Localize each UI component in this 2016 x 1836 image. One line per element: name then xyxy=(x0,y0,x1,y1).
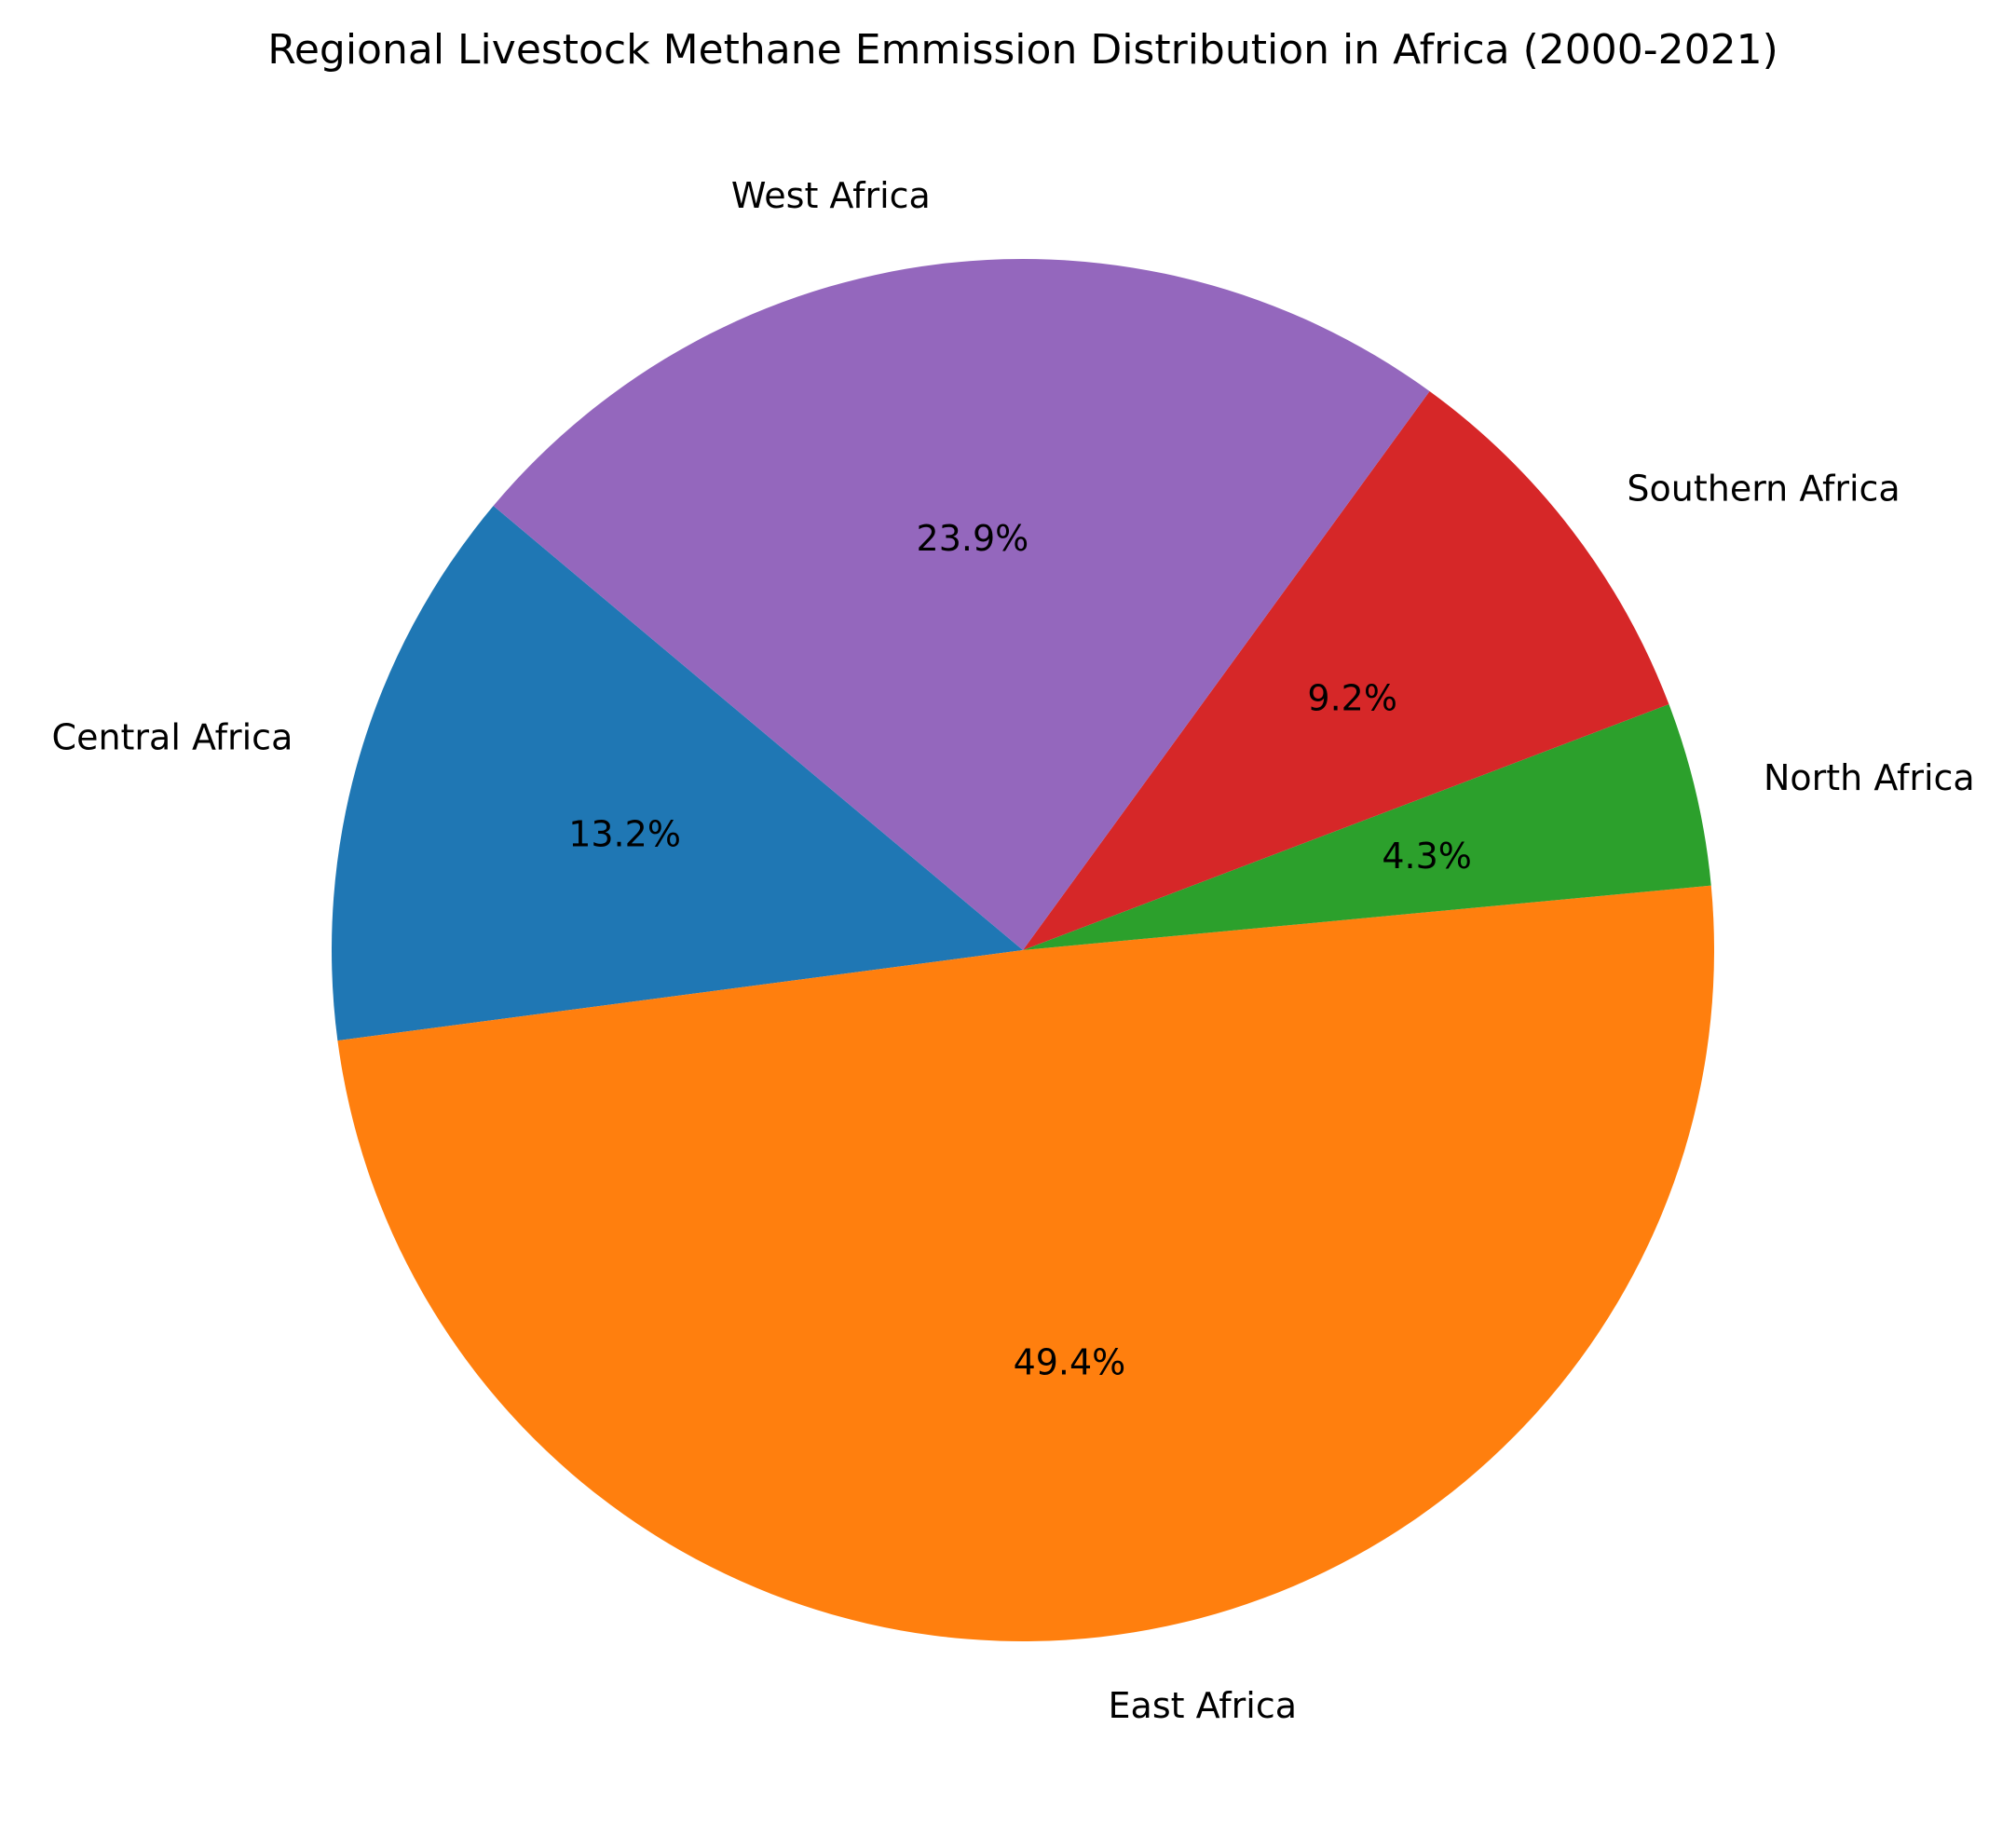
pie-slice-east-africa xyxy=(337,885,1714,1641)
slice-label-west-africa: West Africa xyxy=(731,175,931,216)
pie-slice-southern-africa xyxy=(1023,391,1669,950)
slice-percent-east-africa: 49.4% xyxy=(1014,1341,1126,1382)
slice-label-north-africa: North Africa xyxy=(1764,757,1975,798)
slice-percent-west-africa: 23.9% xyxy=(917,518,1029,559)
chart-title: Regional Livestock Methane Emmission Dis… xyxy=(267,26,1778,74)
slice-label-central-africa: Central Africa xyxy=(52,717,293,758)
slice-label-east-africa: East Africa xyxy=(1109,1685,1297,1726)
pie-labels: Central Africa 13.2% East Africa 49.4% North… xyxy=(52,175,1975,1726)
pie-slice-central-africa xyxy=(331,506,1023,1041)
pie-slice-north-africa xyxy=(1023,704,1711,950)
pie-slices xyxy=(331,259,1714,1641)
pie-slice-west-africa xyxy=(493,259,1430,950)
slice-percent-southern-africa: 9.2% xyxy=(1307,678,1397,719)
slice-percent-central-africa: 13.2% xyxy=(568,813,681,854)
slice-label-southern-africa: Southern Africa xyxy=(1627,468,1900,509)
slice-percent-north-africa: 4.3% xyxy=(1382,836,1472,877)
